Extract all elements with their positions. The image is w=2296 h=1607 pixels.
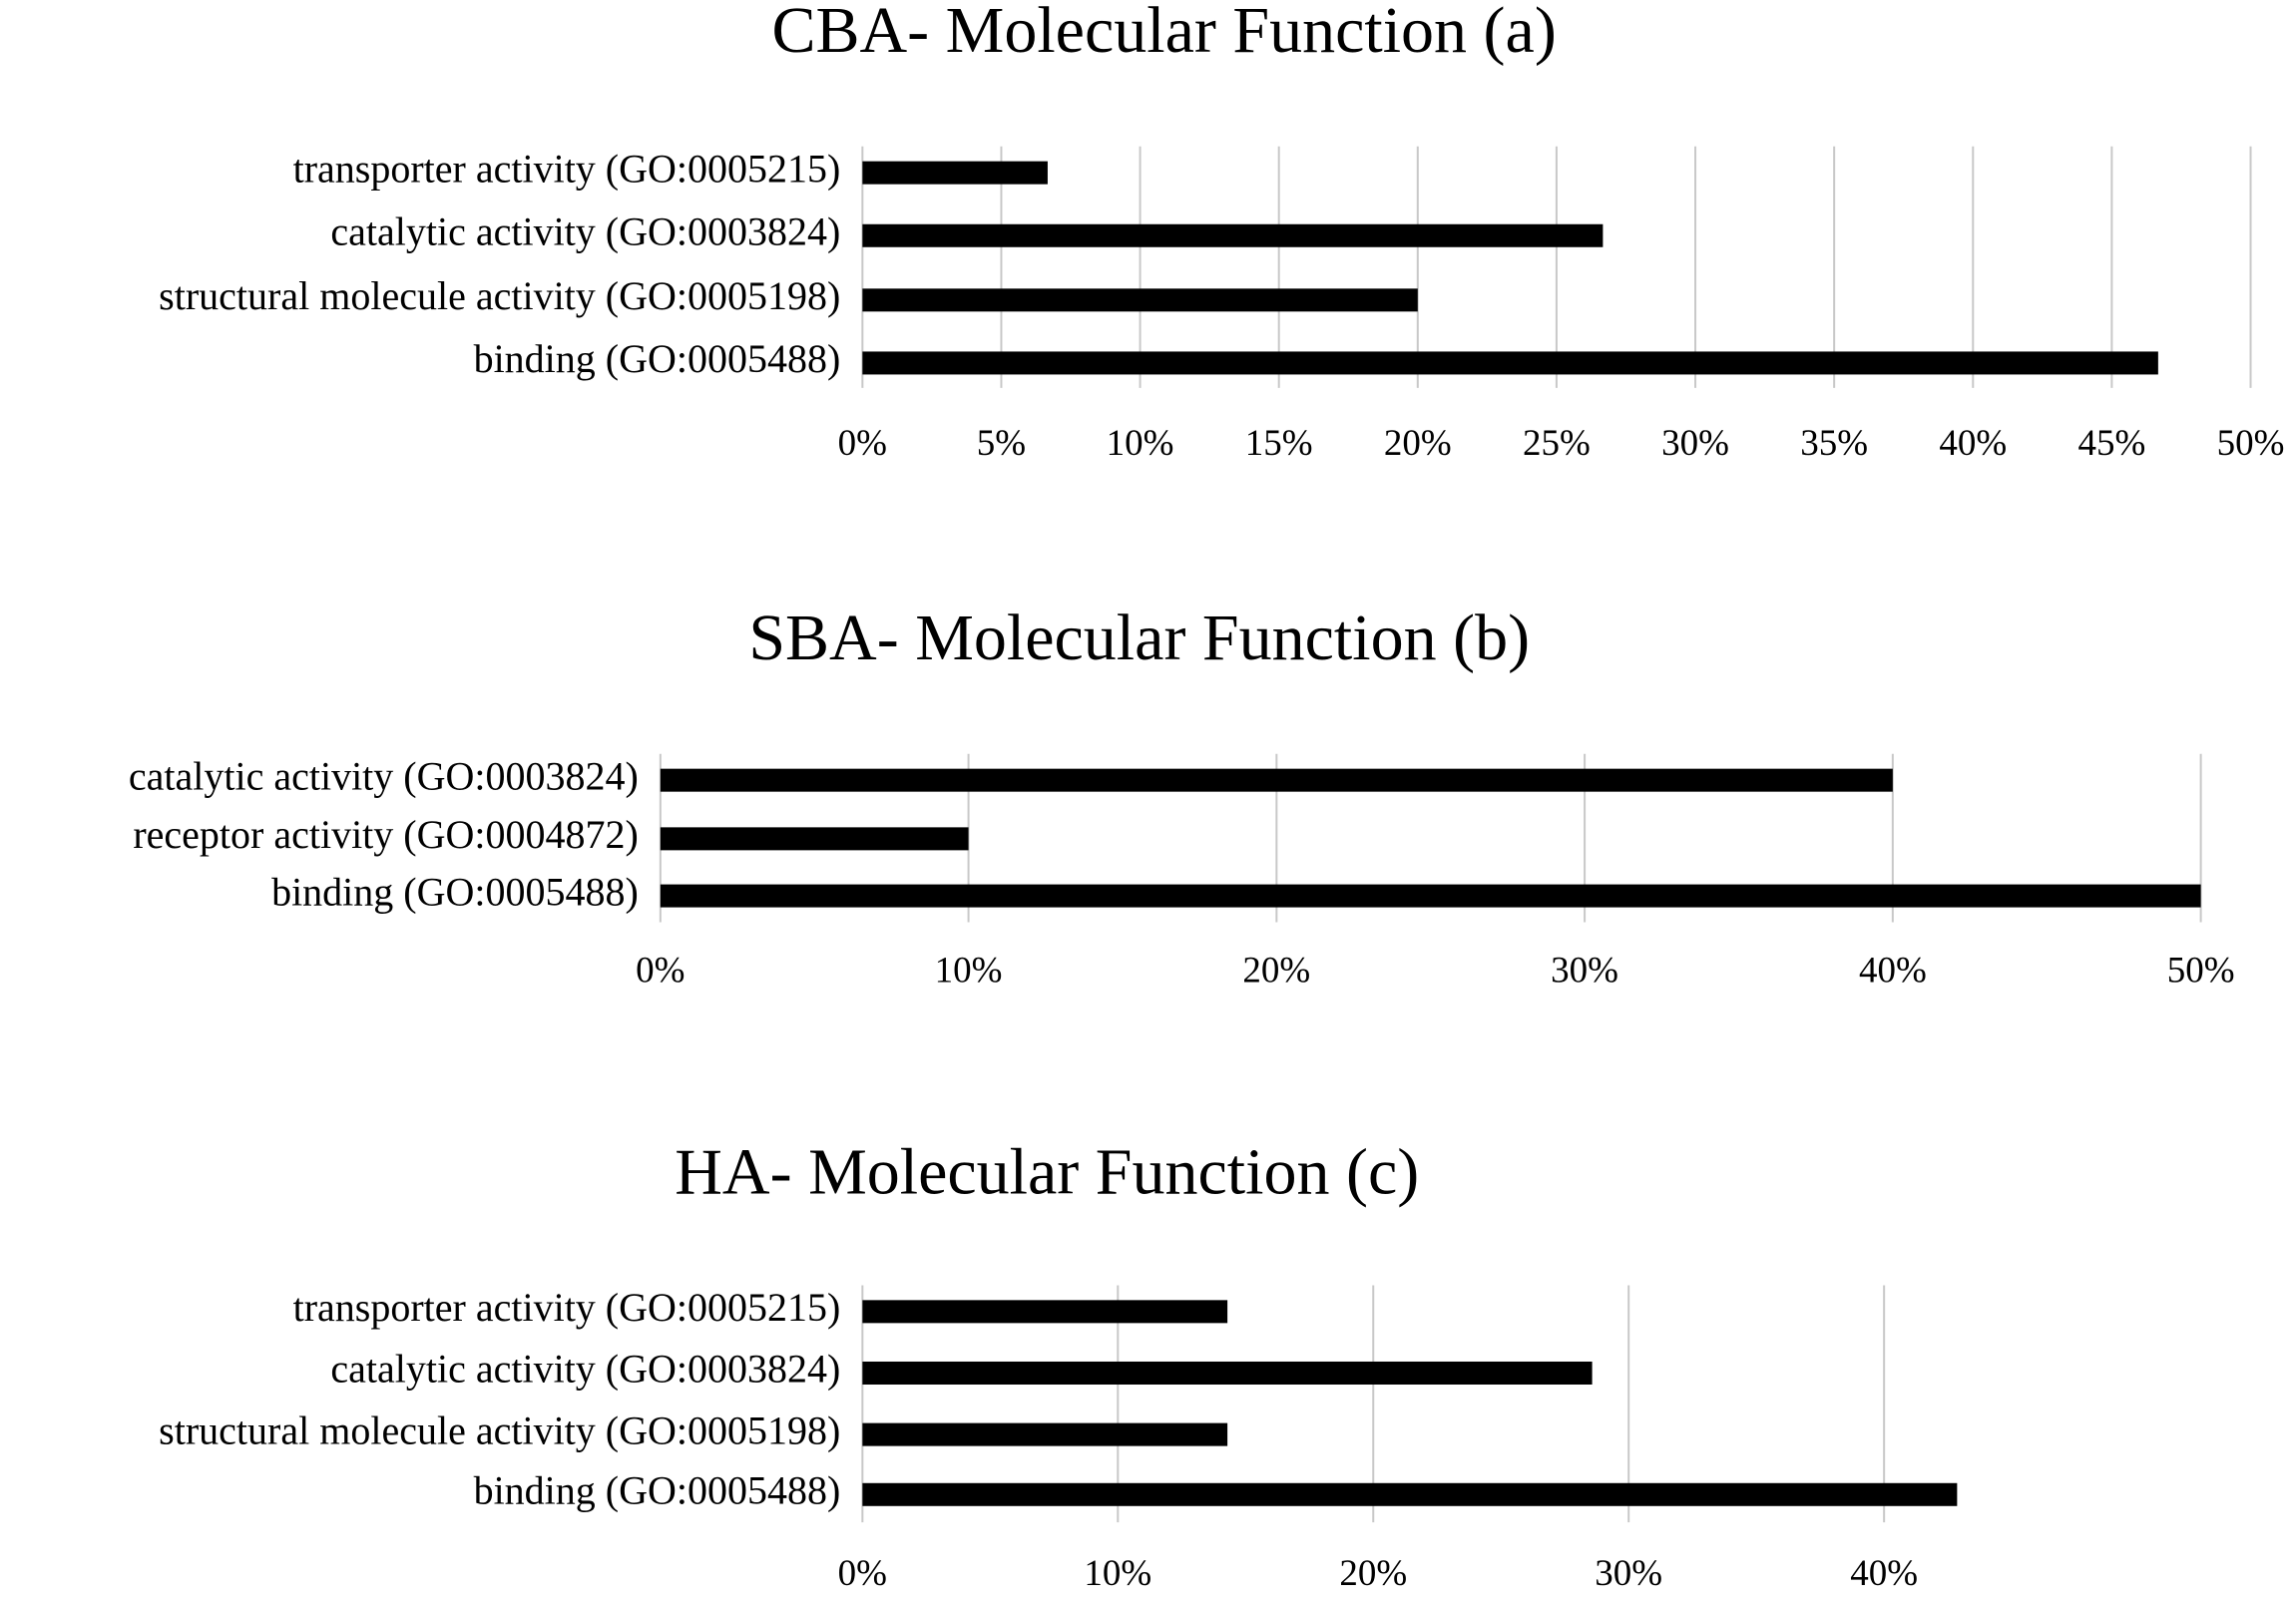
- x-tick-label: 30%: [1661, 423, 1729, 464]
- y-tick-label: transporter activity (GO:0005215): [293, 146, 841, 191]
- x-tick-label: 0%: [838, 1553, 887, 1594]
- y-tick-label: catalytic activity (GO:0003824): [330, 208, 840, 253]
- y-tick-label: catalytic activity (GO:0003824): [330, 1347, 840, 1392]
- bar: [862, 288, 1418, 312]
- y-tick-label: structural molecule activity (GO:0005198…: [159, 1407, 840, 1452]
- bar: [862, 223, 1604, 247]
- bar: [660, 884, 2201, 908]
- bar: [862, 351, 2158, 375]
- x-tick-label: 30%: [1551, 950, 1618, 991]
- x-tick-label: 35%: [1800, 423, 1868, 464]
- y-tick-label: binding (GO:0005488): [474, 1467, 841, 1512]
- bar: [660, 768, 1893, 792]
- y-tick-label: receptor activity (GO:0004872): [133, 812, 639, 857]
- y-tick-label: binding (GO:0005488): [271, 869, 639, 914]
- x-tick-label: 50%: [2167, 950, 2235, 991]
- y-tick-label: structural molecule activity (GO:0005198…: [159, 273, 840, 318]
- x-tick-label: 25%: [1523, 423, 1591, 464]
- x-tick-label: 0%: [636, 950, 685, 991]
- bar: [862, 1361, 1593, 1385]
- x-tick-label: 5%: [977, 423, 1026, 464]
- bar: [862, 161, 1048, 185]
- x-tick-label: 45%: [2077, 423, 2145, 464]
- x-tick-label: 20%: [1242, 950, 1310, 991]
- x-tick-label: 20%: [1339, 1553, 1407, 1594]
- x-tick-label: 10%: [1107, 423, 1174, 464]
- x-tick-label: 0%: [838, 423, 887, 464]
- x-tick-label: 20%: [1384, 423, 1452, 464]
- bar: [660, 827, 969, 851]
- x-tick-label: 30%: [1595, 1553, 1662, 1594]
- chart-title: CBA- Molecular Function (a): [771, 0, 1556, 67]
- bar: [862, 1422, 1228, 1446]
- x-tick-label: 10%: [935, 950, 1003, 991]
- x-tick-label: 15%: [1245, 423, 1313, 464]
- x-tick-label: 40%: [1850, 1553, 1918, 1594]
- y-tick-label: binding (GO:0005488): [474, 336, 841, 381]
- bar: [862, 1300, 1228, 1324]
- x-tick-label: 40%: [1939, 423, 2007, 464]
- x-tick-label: 10%: [1084, 1553, 1151, 1594]
- bar: [862, 1482, 1958, 1506]
- y-tick-label: transporter activity (GO:0005215): [293, 1285, 841, 1330]
- x-tick-label: 40%: [1859, 950, 1927, 991]
- y-tick-label: catalytic activity (GO:0003824): [129, 753, 639, 798]
- chart-title: SBA- Molecular Function (b): [748, 602, 1530, 674]
- x-tick-label: 50%: [2217, 423, 2285, 464]
- chart-title: HA- Molecular Function (c): [675, 1135, 1419, 1208]
